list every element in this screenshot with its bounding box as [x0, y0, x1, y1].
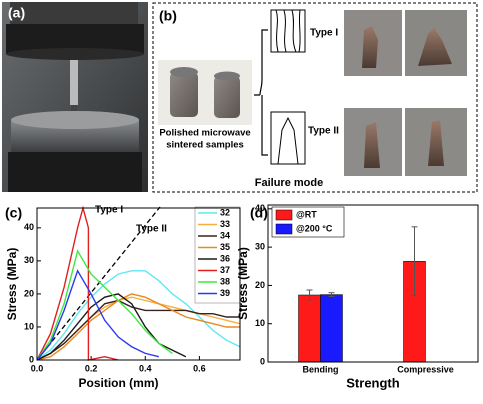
- annotation: Type II: [136, 224, 167, 235]
- y-tick-label: 10: [24, 321, 34, 331]
- data-line: [36, 270, 241, 361]
- data-line: [36, 205, 119, 361]
- panel-label: (d): [250, 205, 268, 221]
- x-tick-label: Compressive: [397, 364, 454, 374]
- type-label: Type I: [310, 28, 338, 39]
- samples-photo: [158, 60, 252, 125]
- y-tick-label: 40: [255, 203, 265, 213]
- legend-frame: [194, 206, 241, 304]
- data-line: [36, 299, 240, 361]
- data-line: [36, 293, 240, 361]
- data-line: [36, 269, 159, 361]
- type-2-diagram: [270, 111, 306, 165]
- legend-swatch: [275, 223, 293, 235]
- plot-frame: [36, 207, 241, 361]
- y-tick-label: 30: [255, 241, 265, 251]
- y-axis-label: Stress (MPa): [236, 247, 250, 320]
- legend-swatch: [275, 209, 293, 221]
- legend-label: 34: [220, 230, 230, 240]
- legend-label: 37: [220, 265, 230, 275]
- x-axis-label: Position (mm): [79, 376, 159, 390]
- x-tick-label: 0.0: [31, 363, 44, 373]
- legend-label: 36: [220, 253, 230, 263]
- bar: [298, 294, 321, 363]
- sample-label: Polished microwave: [159, 128, 250, 139]
- y-tick-label: 0: [260, 356, 265, 366]
- error-bar: [411, 226, 418, 297]
- panel-label: (c): [5, 205, 22, 221]
- x-tick-label: 0.4: [139, 363, 152, 373]
- type-1-diagram: [270, 9, 306, 53]
- type-label: Type II: [308, 126, 339, 137]
- error-bar: [328, 292, 335, 298]
- panel-label: (b): [159, 8, 177, 24]
- y-tick-label: 20: [255, 280, 265, 290]
- legend-label: @RT: [296, 209, 317, 219]
- error-bar: [306, 289, 313, 301]
- y-tick-label: 10: [255, 318, 265, 328]
- failure-mode-label: Failure mode: [255, 177, 323, 189]
- failure-photos: [344, 10, 467, 176]
- legend-label: @200 °C: [296, 223, 333, 233]
- panel-label: (a): [8, 5, 25, 21]
- bracket: [254, 29, 268, 156]
- legend-label: 35: [220, 242, 230, 252]
- legend-label: 32: [220, 207, 230, 217]
- y-tick-label: 0: [29, 354, 34, 364]
- x-tick-label: 0.6: [193, 363, 206, 373]
- panel-b-frame: [152, 2, 478, 193]
- y-axis-label: Stress (MPa): [5, 248, 19, 321]
- y-tick-label: 20: [24, 288, 34, 298]
- data-line: [36, 249, 173, 361]
- legend-label: 39: [220, 288, 230, 298]
- photo-a: [2, 2, 148, 192]
- bar: [320, 294, 343, 363]
- annotation: Type I: [95, 205, 123, 216]
- y-tick-label: 30: [24, 255, 34, 265]
- plot-frame: [267, 204, 479, 363]
- legend-label: 38: [220, 276, 230, 286]
- x-axis-label: Strength: [346, 375, 400, 390]
- legend-label: 33: [220, 219, 230, 229]
- guide-line: [36, 206, 161, 361]
- x-tick-label: 0.2: [85, 363, 98, 373]
- sample-label: sintered samples: [166, 140, 244, 151]
- y-tick-label: 40: [24, 222, 34, 232]
- x-tick-label: Bending: [303, 364, 339, 374]
